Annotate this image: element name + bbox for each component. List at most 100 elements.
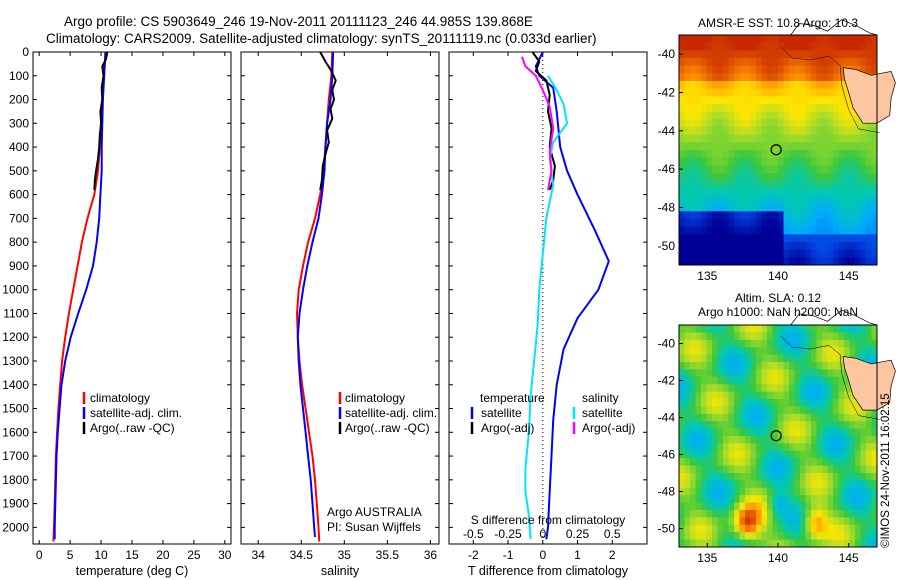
map-cell (827, 142, 834, 151)
map-cell (833, 443, 839, 452)
map-cell (811, 524, 817, 533)
map-cell (789, 142, 795, 151)
map-cell (811, 458, 817, 467)
map-cell (695, 376, 702, 385)
map-cell (728, 391, 735, 400)
map-cell (778, 510, 784, 518)
map-cell (750, 134, 757, 143)
map-cell (695, 249, 702, 258)
map-y-tick-label: -48 (658, 485, 676, 499)
map-cell (805, 65, 812, 74)
map-cell (783, 88, 790, 97)
map-cell (833, 399, 839, 407)
map-cell (844, 180, 850, 189)
map-cell (849, 119, 856, 128)
salinity-profile-plot: 34 34.5 35 35.5 36 (240, 51, 440, 562)
map-cell (822, 510, 828, 518)
map-cell (838, 35, 845, 44)
legend-label-temperature-satellite: satellite (481, 406, 522, 420)
map-cell (756, 465, 762, 474)
map-cell (855, 142, 861, 151)
map-cell (723, 339, 729, 348)
map-cell (838, 196, 845, 205)
map-cell (750, 369, 757, 378)
map-cell (816, 58, 823, 67)
map-cell (690, 81, 696, 90)
map-cell (728, 150, 735, 159)
map-cell (827, 65, 834, 74)
map-cell (805, 104, 812, 113)
map-cell (750, 196, 757, 205)
map-cell (844, 165, 850, 174)
map-cell (701, 339, 707, 348)
map-cell (822, 450, 828, 459)
map-cell (767, 196, 773, 205)
map-cell (734, 369, 740, 378)
map-cell (706, 524, 713, 533)
map-cell (745, 81, 751, 90)
map-cell (844, 524, 850, 533)
map-cell (734, 196, 740, 205)
map-cell (728, 325, 735, 333)
map-cell (767, 539, 773, 548)
map-cell (805, 50, 812, 59)
map-cell (690, 42, 696, 51)
map-cell (794, 510, 801, 518)
map-cell (800, 142, 806, 151)
map-cell (849, 111, 856, 120)
map-cell (745, 362, 751, 370)
map-cell (717, 465, 724, 474)
map-cell (756, 369, 762, 378)
map-cell (723, 88, 729, 97)
map-cell (794, 35, 801, 44)
map-cell (827, 539, 834, 548)
map-cell (805, 391, 812, 400)
map-cell (739, 443, 746, 452)
map-cell (783, 391, 790, 400)
map-cell (800, 362, 806, 370)
y-tick-label: 1400 (2, 378, 29, 392)
map-cell (750, 50, 757, 59)
map-cell (822, 234, 828, 243)
map-cell (844, 510, 850, 518)
map-cell (844, 413, 850, 422)
map-cell (734, 81, 740, 90)
salinity-annotation-2: PI: Susan Wijffels (327, 520, 421, 534)
map-cell (805, 413, 812, 422)
map-cell (816, 325, 823, 333)
map-cell (794, 88, 801, 97)
map-cell (723, 354, 729, 363)
map-cell (833, 465, 839, 474)
map-cell (701, 134, 707, 143)
map-cell (794, 242, 801, 251)
map-cell (772, 196, 779, 205)
map-cell (767, 142, 773, 151)
map-cell (756, 234, 762, 243)
map-cell (778, 495, 784, 504)
map-cell (756, 443, 762, 452)
map-cell (822, 473, 828, 481)
map-cell (750, 339, 757, 348)
map-cell (767, 436, 773, 444)
map-cell (800, 242, 806, 251)
map-cell (684, 50, 691, 59)
map-cell (701, 480, 707, 489)
map-cell (701, 376, 707, 385)
y-tick-label: 1800 (2, 473, 29, 487)
map-cell (822, 257, 828, 266)
map-cell (849, 473, 856, 481)
map-cell (745, 487, 751, 496)
map-cell (701, 35, 707, 44)
map-cell (871, 421, 878, 430)
map-cell (717, 157, 724, 166)
map-cell (871, 35, 878, 44)
map-cell (701, 487, 707, 496)
map-cell (794, 369, 801, 378)
map-cell (789, 502, 795, 511)
map-cell (794, 532, 801, 541)
map-cell (684, 58, 691, 67)
map-cell (772, 524, 779, 533)
map-cell (822, 354, 828, 363)
map-cell (739, 480, 746, 489)
map-cell (761, 339, 768, 348)
